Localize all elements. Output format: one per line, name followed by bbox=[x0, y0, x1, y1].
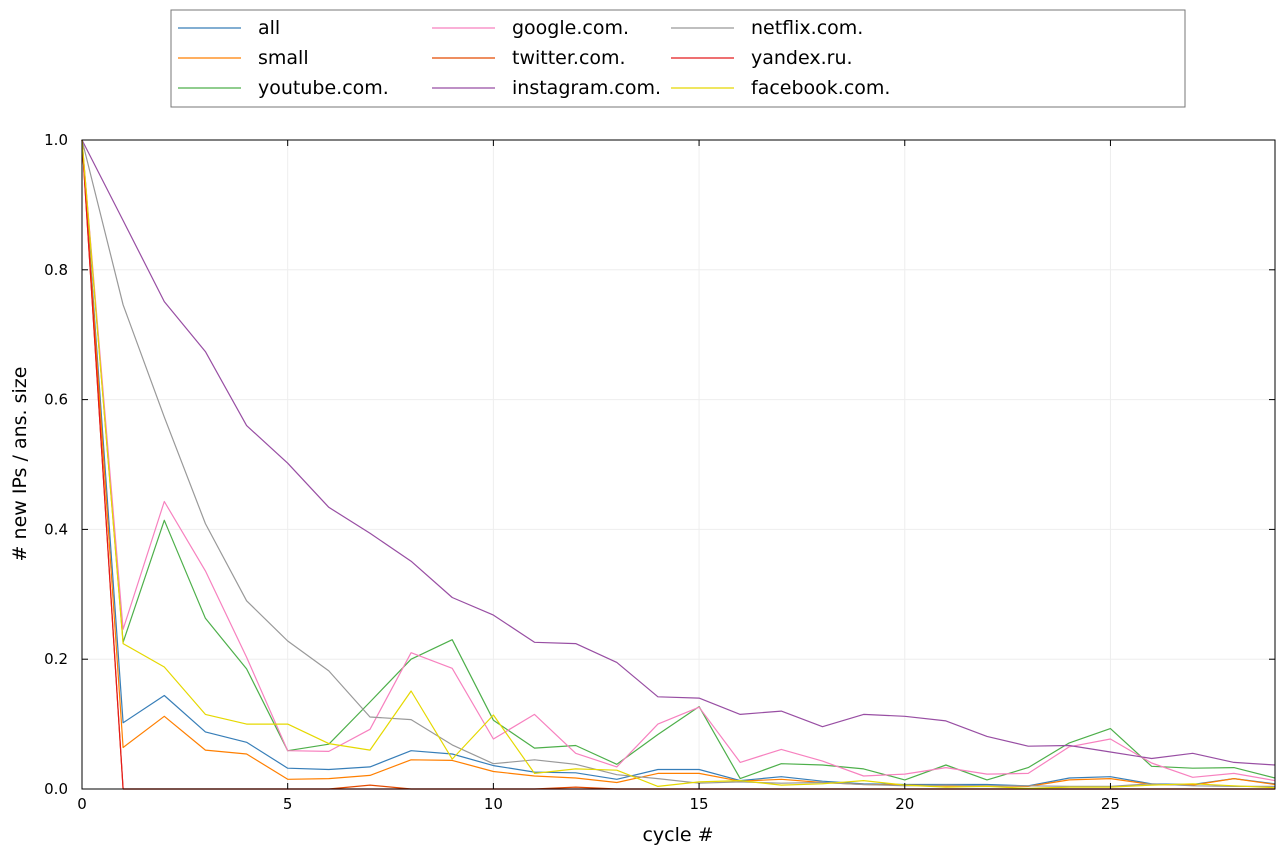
grid bbox=[81, 139, 1275, 790]
legend-label-netflix-com: netflix.com. bbox=[751, 17, 863, 39]
series-line-facebook-com bbox=[81, 139, 1276, 790]
x-tick-label: 10 bbox=[484, 795, 503, 813]
y-tick-label: 0.4 bbox=[44, 520, 68, 538]
series-line-youtube-com bbox=[81, 139, 1276, 781]
plot-frame bbox=[81, 139, 1276, 790]
x-tick-label: 0 bbox=[77, 795, 87, 813]
legend-label-youtube-com: youtube.com. bbox=[258, 77, 389, 99]
x-tick-label: 15 bbox=[690, 795, 709, 813]
legend-label-yandex-ru: yandex.ru. bbox=[751, 47, 853, 69]
legend: all small youtube.com. google.com. twitter.c… bbox=[170, 9, 1186, 108]
series-line-all bbox=[81, 139, 1276, 787]
x-tick-label: 5 bbox=[283, 795, 293, 813]
legend-label-twitter-com: twitter.com. bbox=[512, 47, 626, 69]
legend-label-all: all bbox=[258, 17, 280, 39]
x-tick-label: 20 bbox=[895, 795, 914, 813]
series-line-twitter-com bbox=[81, 139, 1275, 790]
y-tick-label: 0.6 bbox=[44, 391, 68, 409]
y-tick-label: 0.8 bbox=[44, 261, 68, 279]
y-axis-label: # new IPs / ans. size bbox=[9, 367, 31, 562]
legend-label-facebook-com: facebook.com. bbox=[751, 77, 890, 99]
y-tick-label: 0.0 bbox=[44, 780, 68, 798]
series-line-netflix-com bbox=[81, 139, 1275, 788]
series-lines bbox=[81, 139, 1276, 790]
legend-label-small: small bbox=[258, 47, 309, 69]
series-line-instagram-com bbox=[81, 139, 1276, 766]
y-tick-label: 0.2 bbox=[44, 650, 68, 668]
series-line-small bbox=[81, 139, 1276, 788]
legend-label-google-com: google.com. bbox=[512, 17, 629, 39]
legend-label-instagram-com: instagram.com. bbox=[512, 77, 661, 99]
y-tick-label: 1.0 bbox=[44, 131, 68, 149]
x-axis-label: cycle # bbox=[642, 824, 713, 846]
series-line-yandex-ru bbox=[81, 139, 1275, 790]
series-line-google-com bbox=[81, 139, 1276, 782]
axis-ticks: 0 5 10 15 20 25 0.0 0.2 0.4 0.6 0.8 1.0 bbox=[44, 131, 1275, 813]
x-tick-label: 25 bbox=[1101, 795, 1120, 813]
